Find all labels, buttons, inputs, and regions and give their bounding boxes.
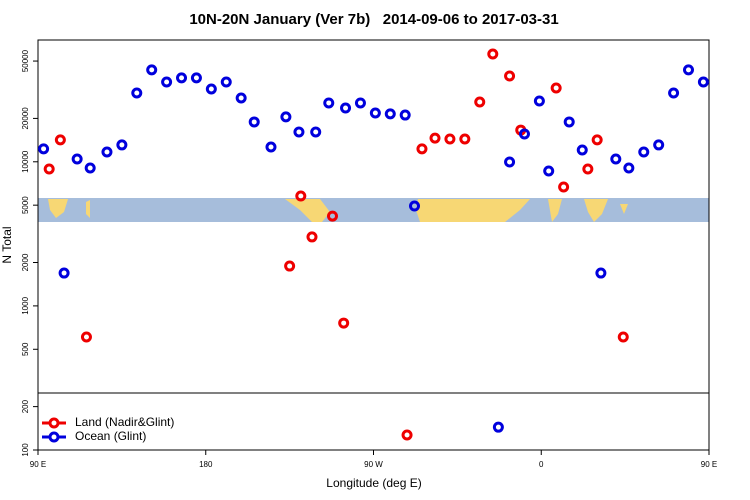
x-tick-label: 90 E <box>701 460 717 469</box>
y-tick-label: 10000 <box>21 150 30 173</box>
point <box>533 95 545 107</box>
point <box>220 76 232 88</box>
point <box>558 181 570 193</box>
x-tick-label: 90 E <box>30 460 46 469</box>
point <box>543 165 555 177</box>
point <box>354 97 366 109</box>
point <box>369 107 381 119</box>
legend-label: Land (Nadir&Glint) <box>75 415 174 429</box>
point <box>623 162 635 174</box>
x-axis-label: Longitude (deg E) <box>326 476 421 490</box>
point <box>444 133 456 145</box>
y-tick-label: 20000 <box>21 107 30 130</box>
y-tick-label: 200 <box>21 399 30 413</box>
point <box>265 141 277 153</box>
point <box>582 163 594 175</box>
point <box>610 153 622 165</box>
point <box>653 139 665 151</box>
point <box>340 102 352 114</box>
point <box>293 126 305 138</box>
point <box>38 143 50 155</box>
point <box>697 76 709 88</box>
point <box>638 146 650 158</box>
point <box>591 134 603 146</box>
point <box>563 116 575 128</box>
point <box>284 260 296 272</box>
legend-label: Ocean (Glint) <box>75 429 146 443</box>
point <box>71 153 83 165</box>
y-tick-label: 500 <box>21 342 30 356</box>
y-tick-label: 2000 <box>21 253 30 271</box>
point <box>248 116 260 128</box>
point <box>101 146 113 158</box>
point <box>295 190 307 202</box>
point <box>326 210 338 222</box>
point <box>487 48 499 60</box>
point <box>416 143 428 155</box>
point <box>595 267 607 279</box>
point <box>576 144 588 156</box>
point <box>550 82 562 94</box>
point <box>306 231 318 243</box>
point <box>459 133 471 145</box>
y-tick-label: 100 <box>21 443 30 457</box>
x-tick-label: 180 <box>199 460 213 469</box>
point <box>617 331 629 343</box>
legend-marker <box>48 431 60 443</box>
point <box>401 429 413 441</box>
point <box>176 72 188 84</box>
y-tick-label: 5000 <box>21 196 30 214</box>
chart-title: 10N-20N January (Ver 7b) 2014-09-06 to 2… <box>189 11 558 28</box>
point <box>80 331 92 343</box>
point <box>84 162 96 174</box>
point <box>205 83 217 95</box>
point <box>338 317 350 329</box>
point <box>310 126 322 138</box>
point <box>323 97 335 109</box>
point <box>190 72 202 84</box>
point <box>504 70 516 82</box>
map-strip <box>38 198 709 222</box>
point <box>58 267 70 279</box>
point <box>161 76 173 88</box>
y-axis-label: N Total <box>0 226 14 263</box>
point <box>409 200 421 212</box>
y-tick-label: 1000 <box>21 296 30 314</box>
point <box>668 87 680 99</box>
point <box>43 163 55 175</box>
y-tick-label: 50000 <box>21 49 30 72</box>
point <box>429 132 441 144</box>
point <box>54 134 66 146</box>
point <box>399 109 411 121</box>
point <box>235 92 247 104</box>
point <box>492 421 504 433</box>
x-tick-label: 90 W <box>364 460 383 469</box>
legend-marker <box>48 417 60 429</box>
point <box>280 111 292 123</box>
point <box>504 156 516 168</box>
point <box>682 64 694 76</box>
point <box>384 108 396 120</box>
point <box>131 87 143 99</box>
point <box>146 64 158 76</box>
point <box>116 139 128 151</box>
point <box>474 96 486 108</box>
x-tick-label: 0 <box>539 460 544 469</box>
point <box>518 128 530 140</box>
